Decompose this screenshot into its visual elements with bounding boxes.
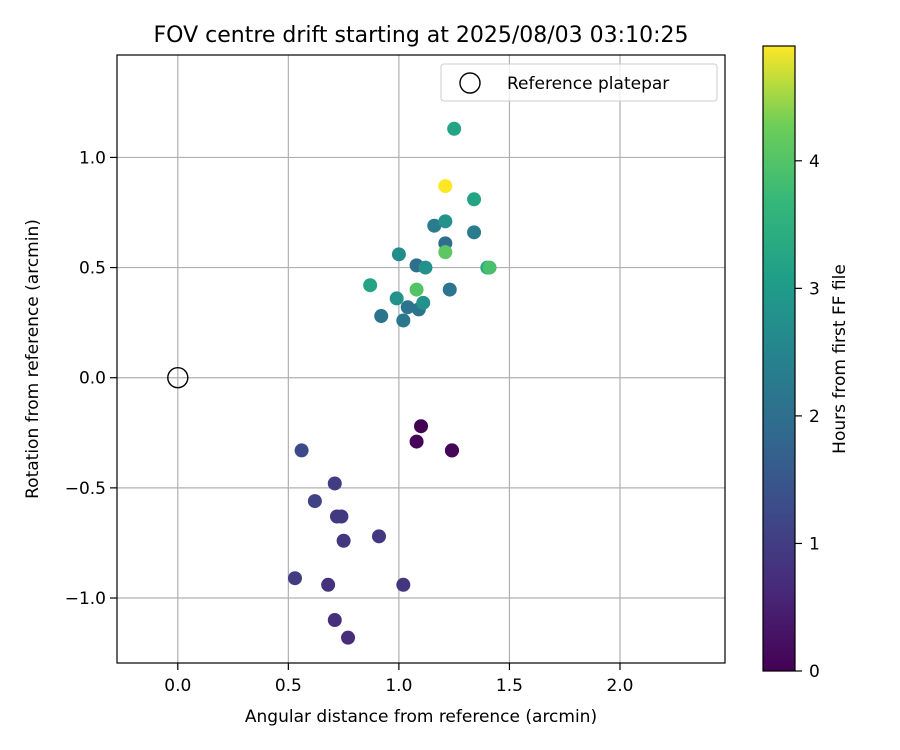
data-point bbox=[409, 282, 424, 297]
data-point bbox=[427, 218, 442, 233]
x-tick-label: 1.5 bbox=[496, 676, 523, 696]
x-tick-label: 0.5 bbox=[275, 676, 302, 696]
legend-label-reference: Reference platepar bbox=[507, 74, 669, 94]
data-point bbox=[414, 419, 428, 434]
data-point bbox=[442, 282, 457, 297]
plot-frame bbox=[116, 54, 726, 664]
y-tick-label: 0.0 bbox=[79, 369, 106, 389]
x-tick-label: 2.0 bbox=[606, 676, 633, 696]
data-point bbox=[341, 630, 356, 645]
plot-background bbox=[117, 55, 725, 663]
colorbar-tick-label: 2 bbox=[809, 407, 820, 427]
data-point bbox=[416, 295, 431, 310]
data-point bbox=[418, 260, 433, 275]
reference-platepar-marker bbox=[167, 367, 189, 389]
data-point bbox=[482, 260, 497, 275]
data-point bbox=[396, 313, 411, 328]
data-point bbox=[327, 476, 342, 491]
data-point bbox=[374, 309, 389, 324]
y-tick-label: −1.0 bbox=[65, 589, 106, 609]
data-point bbox=[327, 613, 342, 628]
colorbar-gradient bbox=[762, 45, 796, 672]
reference-marker bbox=[167, 367, 189, 389]
data-point bbox=[438, 179, 453, 194]
colorbar-tick-label: 3 bbox=[809, 279, 820, 299]
data-points bbox=[287, 121, 497, 645]
colorbar: 0 1 2 3 4 Hours from first FF file bbox=[762, 45, 850, 682]
colorbar-ticks: 0 1 2 3 4 bbox=[795, 152, 820, 682]
data-point bbox=[400, 300, 415, 315]
data-point bbox=[287, 571, 302, 586]
data-point bbox=[371, 529, 386, 544]
legend-box bbox=[440, 63, 718, 102]
y-tick-label: 1.0 bbox=[79, 148, 106, 168]
data-point bbox=[444, 443, 459, 458]
data-point bbox=[363, 278, 378, 293]
data-point bbox=[307, 494, 322, 509]
data-point bbox=[467, 192, 482, 207]
data-point bbox=[389, 291, 404, 306]
data-point bbox=[321, 577, 336, 592]
data-point bbox=[467, 225, 482, 240]
data-point bbox=[409, 434, 424, 449]
data-point bbox=[396, 577, 411, 592]
x-axis-ticks: 0.0 0.5 1.0 1.5 2.0 bbox=[164, 663, 634, 696]
colorbar-tick-label: 1 bbox=[809, 534, 820, 554]
colorbar-tick-label: 4 bbox=[809, 152, 820, 172]
colorbar-label: Hours from first FF file bbox=[830, 264, 850, 454]
data-point bbox=[334, 509, 349, 524]
x-axis-label: Angular distance from reference (arcmin) bbox=[245, 707, 597, 727]
plot-area: 0.0 0.5 1.0 1.5 2.0 −1.0 −0.5 0.0 0.5 1.0 bbox=[65, 54, 726, 696]
y-axis-ticks: −1.0 −0.5 0.0 0.5 1.0 bbox=[65, 148, 117, 609]
chart-title: FOV centre drift starting at 2025/08/03 … bbox=[154, 23, 689, 48]
y-tick-label: 0.5 bbox=[79, 259, 106, 279]
x-tick-label: 1.0 bbox=[385, 676, 412, 696]
y-axis-label: Rotation from reference (arcmin) bbox=[23, 219, 43, 499]
legend: Reference platepar bbox=[440, 63, 718, 102]
colorbar-tick-label: 0 bbox=[809, 662, 820, 682]
y-tick-label: −0.5 bbox=[65, 479, 106, 499]
data-point bbox=[447, 121, 462, 136]
data-point bbox=[336, 533, 351, 548]
data-point bbox=[294, 443, 309, 458]
x-tick-label: 0.0 bbox=[164, 676, 191, 696]
data-point bbox=[438, 214, 453, 229]
legend-marker-reference bbox=[459, 72, 481, 94]
data-point bbox=[391, 247, 406, 262]
grid-lines-x bbox=[177, 55, 621, 663]
data-point bbox=[438, 245, 453, 260]
